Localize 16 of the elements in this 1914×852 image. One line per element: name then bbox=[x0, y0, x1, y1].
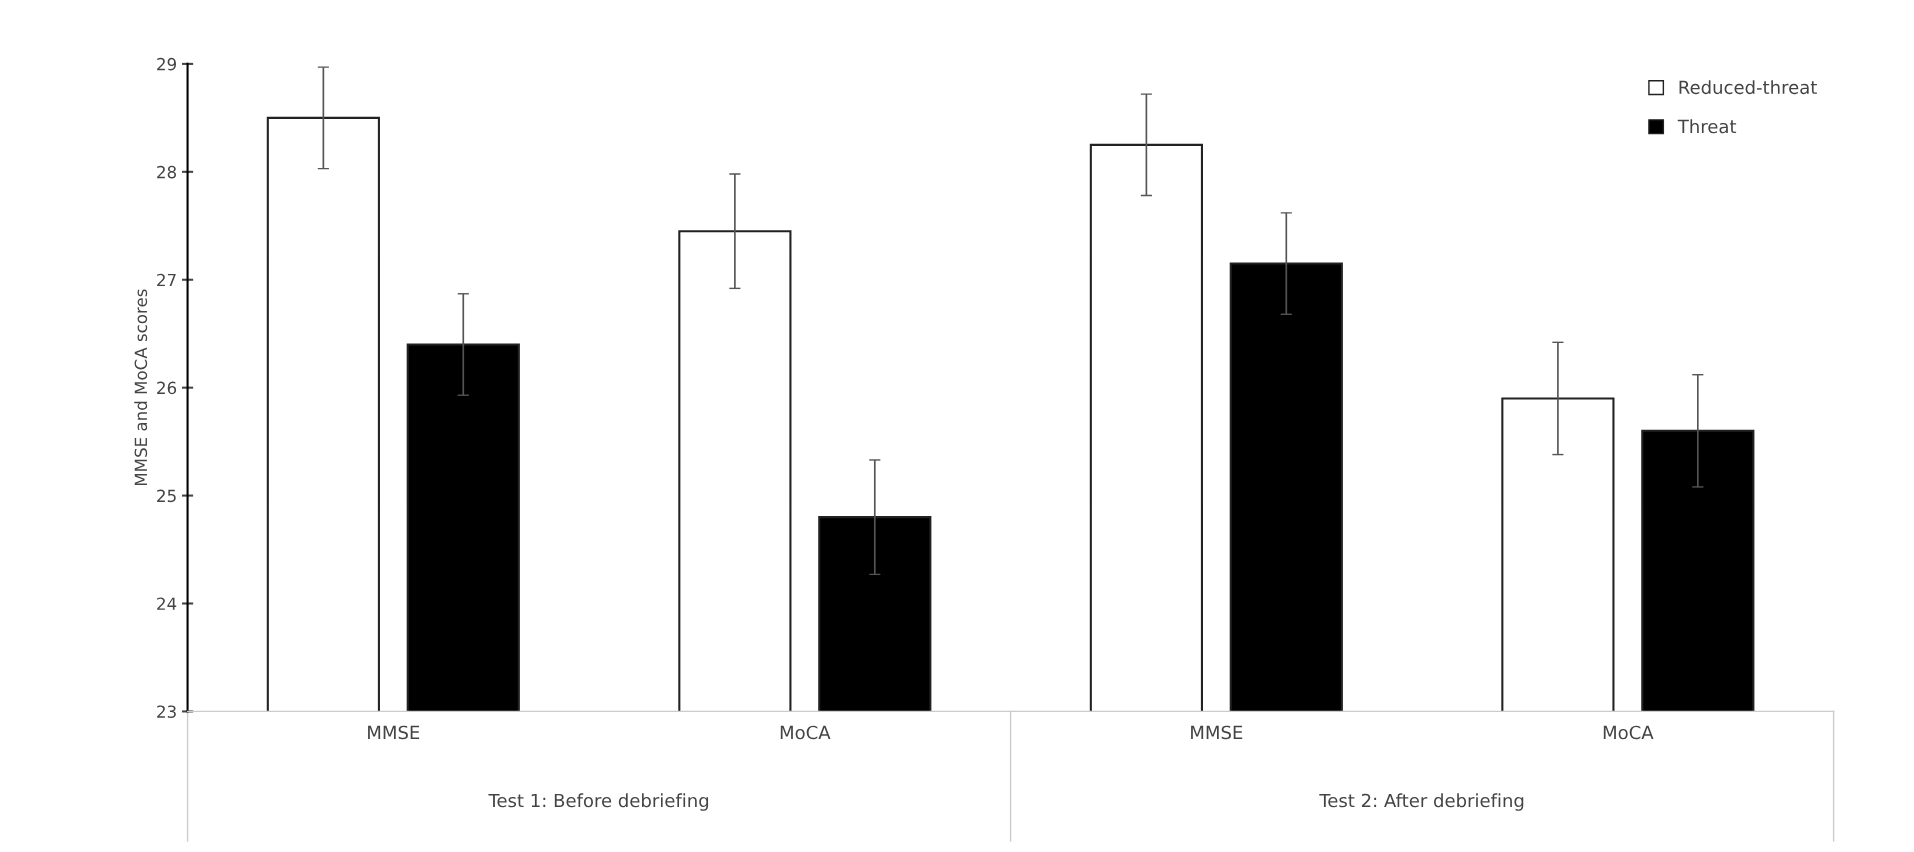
legend-label: Threat bbox=[1677, 119, 1737, 134]
y-axis-title: MMSE and MoCA scores bbox=[134, 289, 148, 486]
x-tick-label: MMSE bbox=[1191, 725, 1243, 740]
y-tick-label: 28 bbox=[157, 165, 177, 179]
text: Test 2: After debriefing bbox=[1319, 793, 1524, 811]
text: Test 1: Before debriefing bbox=[488, 793, 709, 811]
x-tick-label: MoCA bbox=[1603, 725, 1654, 740]
y-tick-label: 23 bbox=[157, 705, 176, 718]
y-tick-label: 26 bbox=[157, 381, 177, 395]
x-tick-label: MMSE bbox=[368, 725, 420, 740]
y-tick-label: 25 bbox=[157, 489, 176, 503]
y-tick-label: 29 bbox=[157, 57, 176, 71]
y-tick-label: 24 bbox=[157, 597, 177, 610]
legend-label: Reduced-threat bbox=[1679, 80, 1817, 95]
x-tick-label: MoCA bbox=[780, 725, 831, 740]
y-tick-label: 27 bbox=[157, 273, 176, 287]
